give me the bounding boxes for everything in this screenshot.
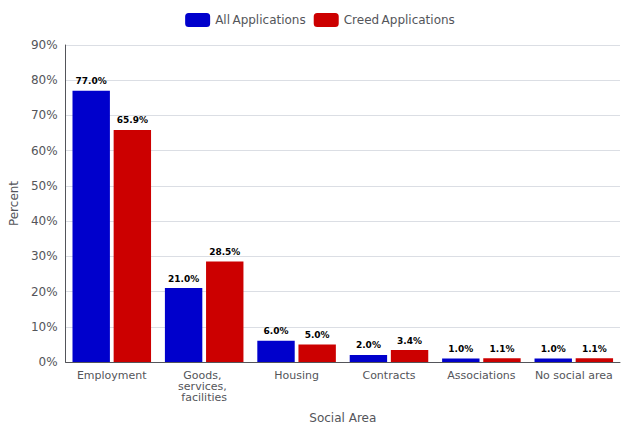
svg-text:All Applications: All Applications bbox=[215, 13, 306, 27]
svg-text:1.1%: 1.1% bbox=[582, 344, 607, 354]
svg-text:Social Area: Social Area bbox=[309, 411, 376, 425]
svg-text:services,: services, bbox=[178, 380, 231, 393]
svg-text:2.0%: 2.0% bbox=[356, 340, 381, 350]
svg-text:1.0%: 1.0% bbox=[541, 344, 566, 354]
svg-text:6.0%: 6.0% bbox=[264, 326, 289, 336]
svg-text:1.0%: 1.0% bbox=[448, 344, 473, 354]
svg-text:10%: 10% bbox=[31, 320, 58, 334]
svg-text:5.0%: 5.0% bbox=[305, 330, 330, 340]
svg-text:28.5%: 28.5% bbox=[209, 247, 240, 257]
svg-text:Contracts: Contracts bbox=[362, 369, 415, 382]
svg-text:No social area: No social area bbox=[535, 369, 613, 382]
svg-text:Percent: Percent bbox=[7, 181, 21, 226]
svg-text:Creed Applications: Creed Applications bbox=[344, 13, 455, 27]
svg-text:60%: 60% bbox=[31, 144, 58, 158]
svg-text:Housing: Housing bbox=[274, 369, 319, 382]
svg-text:facilities: facilities bbox=[181, 391, 227, 404]
svg-text:20%: 20% bbox=[31, 285, 58, 299]
svg-text:80%: 80% bbox=[31, 73, 58, 87]
svg-text:Employment: Employment bbox=[77, 369, 147, 382]
svg-text:0%: 0% bbox=[39, 355, 58, 369]
svg-text:50%: 50% bbox=[31, 179, 58, 193]
svg-text:3.4%: 3.4% bbox=[397, 336, 422, 346]
svg-text:65.9%: 65.9% bbox=[117, 115, 148, 125]
svg-text:77.0%: 77.0% bbox=[76, 76, 107, 86]
svg-text:90%: 90% bbox=[31, 38, 58, 52]
svg-text:21.0%: 21.0% bbox=[168, 274, 199, 284]
svg-text:70%: 70% bbox=[31, 108, 58, 122]
svg-text:30%: 30% bbox=[31, 249, 58, 263]
svg-text:Associations: Associations bbox=[447, 369, 516, 382]
svg-text:1.1%: 1.1% bbox=[489, 344, 514, 354]
svg-text:40%: 40% bbox=[31, 214, 58, 228]
svg-text:Goods,: Goods, bbox=[183, 369, 225, 382]
